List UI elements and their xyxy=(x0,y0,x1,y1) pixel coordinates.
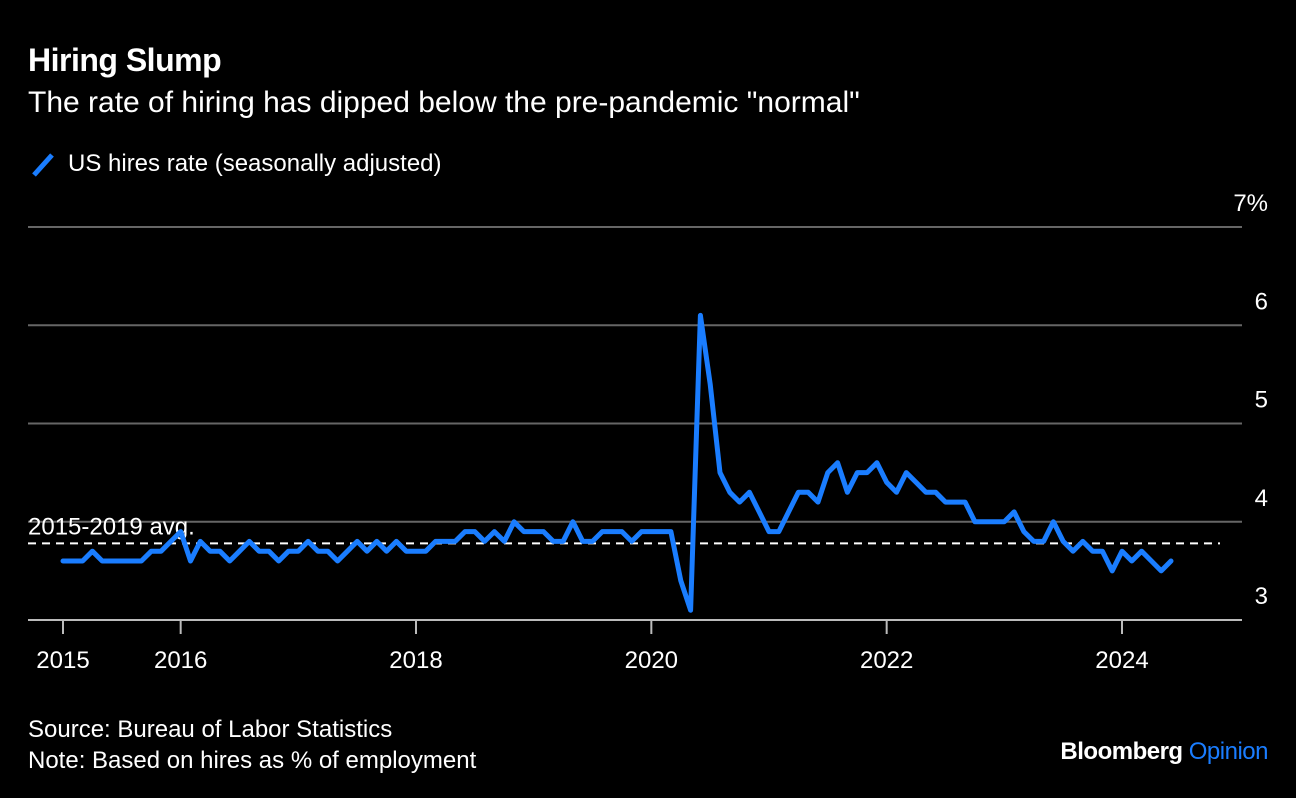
x-tick-label: 2018 xyxy=(389,647,442,674)
y-tick-label: 6 xyxy=(1255,288,1268,315)
x-tick-label: 2024 xyxy=(1095,647,1148,674)
x-tick-label: 2015 xyxy=(36,647,89,674)
source-note: Source: Bureau of Labor Statistics xyxy=(28,716,393,743)
x-tick-label: 2020 xyxy=(625,647,678,674)
chart-title: Hiring Slump xyxy=(28,42,222,78)
y-tick-label: 5 xyxy=(1255,387,1268,414)
line-chart: 3 4 5 6 7% 2015 2016 2018 2020 2022 2024 2015-2019 … xyxy=(28,190,1268,674)
average-label: 2015-2019 avg. xyxy=(28,513,195,540)
y-tick-label: 3 xyxy=(1255,583,1268,610)
brand-section: Opinion xyxy=(1188,738,1269,765)
y-tick-label: 4 xyxy=(1255,485,1268,512)
x-tick-label: 2022 xyxy=(860,647,913,674)
legend-label: US hires rate (seasonally adjusted) xyxy=(68,150,442,177)
chart-subtitle: The rate of hiring has dipped below the … xyxy=(28,86,860,119)
legend: US hires rate (seasonally adjusted) xyxy=(28,148,442,180)
series-line xyxy=(60,312,1174,613)
y-tick-label: 7% xyxy=(1233,190,1268,217)
x-tick-label: 2016 xyxy=(154,647,207,674)
brand-logo: Bloomberg Opinion xyxy=(1060,738,1268,766)
footnote: Note: Based on hires as % of employment xyxy=(28,747,477,774)
brand-name: Bloomberg xyxy=(1060,738,1183,765)
legend-swatch xyxy=(32,153,54,177)
footer: Source: Bureau of Labor Statistics Note:… xyxy=(28,714,476,776)
